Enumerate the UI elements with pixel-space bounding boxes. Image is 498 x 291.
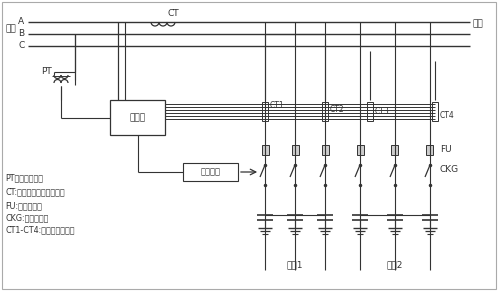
Text: CKG: CKG: [440, 166, 459, 175]
Text: 控制回路: 控制回路: [201, 168, 221, 177]
Bar: [367, 102, 373, 121]
Text: CKG:真空接触器: CKG:真空接触器: [5, 214, 48, 223]
Text: 电源: 电源: [5, 24, 16, 33]
Text: CT: CT: [167, 10, 179, 19]
Text: PT：电压户感器: PT：电压户感器: [5, 173, 43, 182]
Text: A: A: [18, 17, 24, 26]
Bar: [391, 145, 398, 155]
Bar: [262, 102, 268, 121]
Text: FU:高压熔断器: FU:高压熔断器: [5, 201, 42, 210]
Text: CT3: CT3: [375, 107, 390, 116]
Text: CT:户外穿心式电流互感器: CT:户外穿心式电流互感器: [5, 187, 65, 196]
Text: CT1-CT4:户内电流互感器: CT1-CT4:户内电流互感器: [5, 226, 75, 235]
Text: B: B: [18, 29, 24, 38]
Bar: [432, 102, 438, 121]
Text: 电容2: 电容2: [387, 260, 403, 269]
Text: PT: PT: [41, 68, 52, 77]
Text: 电容1: 电容1: [287, 260, 303, 269]
Bar: [322, 102, 328, 121]
Bar: [291, 145, 298, 155]
Bar: [357, 145, 364, 155]
Text: C: C: [18, 42, 24, 51]
Bar: [261, 145, 268, 155]
Bar: [322, 145, 329, 155]
Text: 负载: 负载: [473, 19, 484, 29]
Bar: [110, 100, 165, 135]
Bar: [426, 145, 433, 155]
Text: CT1: CT1: [270, 102, 285, 111]
Text: 控制器: 控制器: [129, 113, 145, 122]
Bar: [183, 163, 238, 181]
Text: FU: FU: [440, 146, 452, 155]
Text: CT4: CT4: [440, 111, 455, 120]
Text: CT2: CT2: [330, 104, 345, 113]
